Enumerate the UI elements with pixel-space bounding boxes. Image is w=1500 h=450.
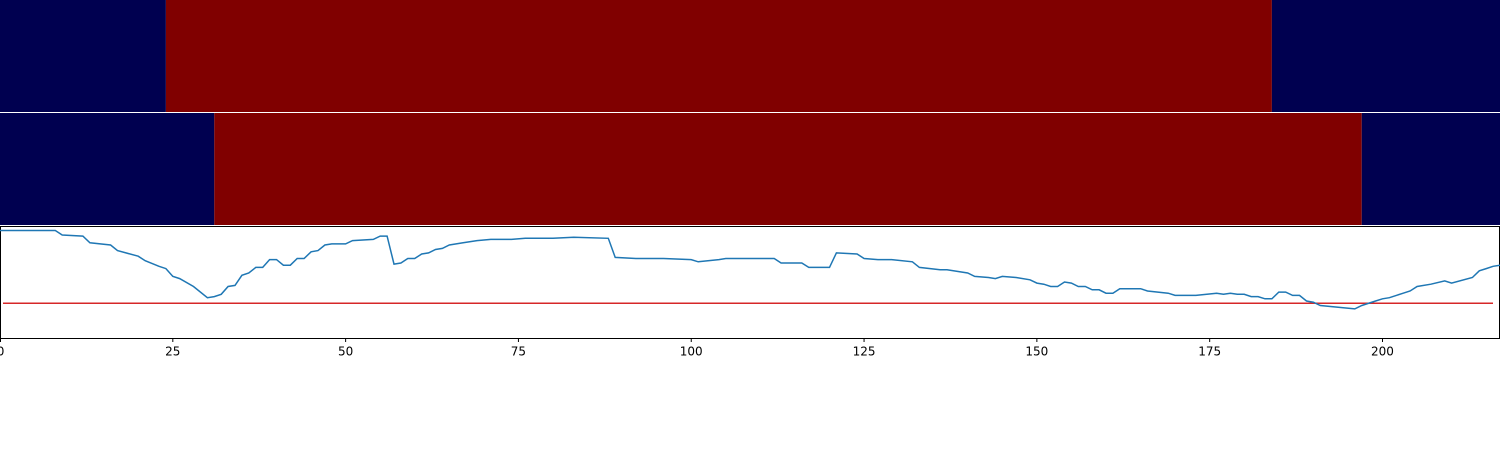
- band-segment: [214, 113, 1362, 225]
- x-tick-label: 200: [1371, 345, 1394, 359]
- line-series: [0, 229, 1500, 310]
- band-segment: [0, 113, 215, 225]
- x-tick-label: 175: [1198, 345, 1221, 359]
- band-segment: [1361, 113, 1500, 225]
- line-panel-frame: [0, 226, 1500, 339]
- x-tick-label: 150: [1025, 345, 1048, 359]
- band-segment: [165, 0, 1272, 112]
- x-tick-label: 125: [853, 345, 876, 359]
- x-tick-label: 0: [0, 345, 4, 359]
- x-tick-label: 50: [338, 345, 353, 359]
- x-tick-label: 25: [165, 345, 180, 359]
- band-segment: [1271, 0, 1500, 112]
- band-segment: [0, 0, 166, 112]
- x-tick-label: 100: [680, 345, 703, 359]
- x-tick-label: 75: [511, 345, 526, 359]
